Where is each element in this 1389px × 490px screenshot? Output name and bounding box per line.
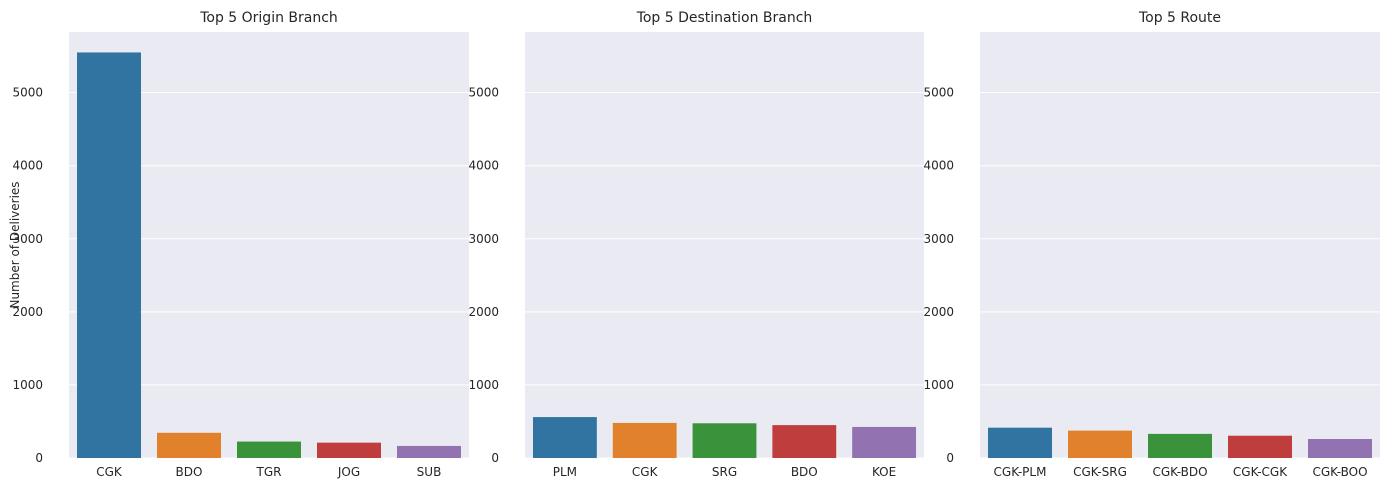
- chart-title: Top 5 Route: [1138, 10, 1221, 26]
- bar-bdo: [157, 432, 221, 458]
- bar-cgk: [77, 52, 141, 459]
- x-tick-label: TGR: [256, 465, 282, 479]
- y-tick-label: 0: [35, 451, 43, 465]
- x-tick-label: SUB: [417, 465, 442, 479]
- y-tick-label: 4000: [923, 159, 954, 173]
- x-tick-label: CGK-BDO: [1152, 465, 1207, 479]
- bar-cgk-plm: [988, 427, 1052, 458]
- bar-tgr: [237, 441, 301, 458]
- bar-bdo: [772, 425, 837, 458]
- bar-cgk-cgk: [1228, 435, 1292, 458]
- plot-background: [525, 32, 924, 458]
- x-tick-label: BDO: [176, 465, 203, 479]
- x-tick-label: CGK: [632, 465, 659, 479]
- y-tick-label: 3000: [923, 232, 954, 246]
- x-tick-label: CGK-PLM: [994, 465, 1047, 479]
- x-tick-label: CGK: [96, 465, 123, 479]
- chart-panel-1: 0 1000 2000 3000 4000 5000 CGK BDO TGR JOG SUB Top …: [8, 10, 469, 479]
- x-tick-label: CGK-BOO: [1312, 465, 1367, 479]
- chart-panel-3: 0 1000 2000 3000 4000 5000 CGK-PLM CGK-SRG CGK-B…: [923, 10, 1380, 479]
- x-tick-label: PLM: [553, 465, 577, 479]
- chart-title: Top 5 Destination Branch: [636, 10, 813, 26]
- chart-panel-2: 0 1000 2000 3000 4000 5000 PLM CGK SRG BDO KOE Top …: [468, 10, 924, 479]
- y-tick-label: 4000: [12, 159, 43, 173]
- y-axis-label: Number of Deliveries: [8, 181, 22, 308]
- y-tick-label: 5000: [12, 86, 43, 100]
- y-tick-label: 2000: [12, 305, 43, 319]
- x-tick-label: BDO: [791, 465, 818, 479]
- bar-cgk-boo: [1308, 439, 1372, 458]
- bar-srg: [692, 423, 757, 458]
- y-tick-label: 3000: [12, 232, 43, 246]
- y-tick-label: 1000: [468, 378, 499, 392]
- x-tick-label: CGK-SRG: [1073, 465, 1127, 479]
- bar-cgk-bdo: [1148, 433, 1212, 458]
- bar-cgk: [612, 422, 677, 458]
- chart-title: Top 5 Origin Branch: [199, 10, 338, 26]
- bar-jog: [317, 442, 381, 458]
- bar-cgk-srg: [1068, 430, 1132, 458]
- x-tick-label: CGK-CGK: [1233, 465, 1288, 479]
- bar-sub: [397, 445, 461, 458]
- y-tick-label: 2000: [923, 305, 954, 319]
- bar-plm: [532, 417, 597, 458]
- y-tick-label: 0: [491, 451, 499, 465]
- bar-koe: [852, 426, 917, 458]
- y-tick-label: 3000: [468, 232, 499, 246]
- y-tick-label: 5000: [923, 86, 954, 100]
- x-tick-label: SRG: [712, 465, 737, 479]
- x-tick-label: JOG: [337, 465, 360, 479]
- y-tick-label: 5000: [468, 86, 499, 100]
- y-tick-label: 1000: [12, 378, 43, 392]
- y-tick-label: 2000: [468, 305, 499, 319]
- plot-background: [980, 32, 1380, 458]
- y-tick-label: 1000: [923, 378, 954, 392]
- y-tick-label: 4000: [468, 159, 499, 173]
- y-tick-label: 0: [946, 451, 954, 465]
- x-tick-label: KOE: [872, 465, 896, 479]
